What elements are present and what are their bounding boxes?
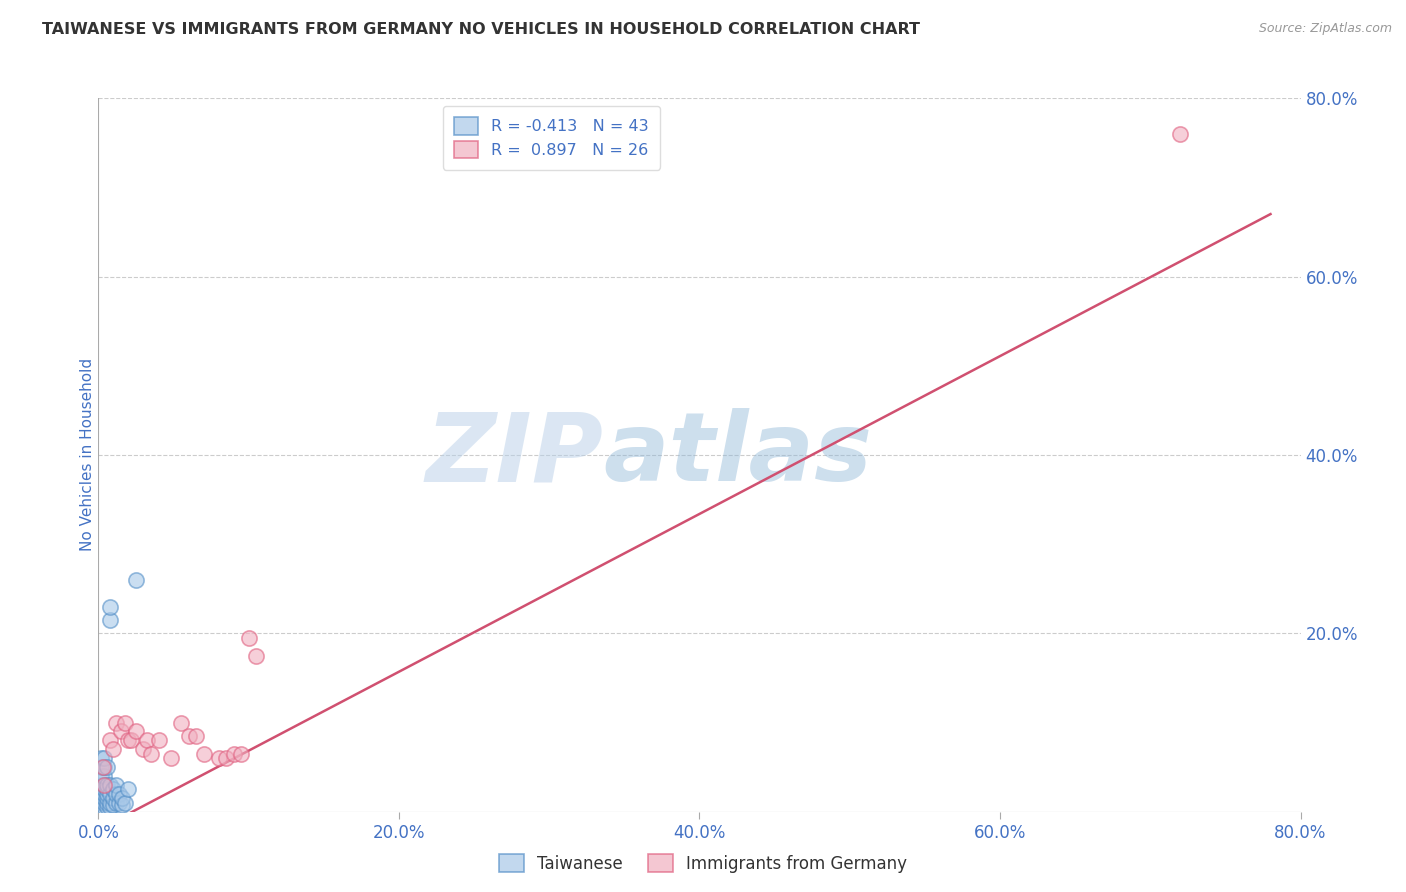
Point — [111, 791, 134, 805]
Point — [103, 797, 125, 812]
Point — [91, 760, 114, 774]
Point — [100, 778, 122, 792]
Point — [96, 791, 118, 805]
Point — [117, 782, 139, 797]
Point — [93, 800, 115, 814]
Point — [93, 791, 115, 805]
Point — [93, 778, 115, 792]
Point — [96, 778, 118, 792]
Text: ZIP: ZIP — [426, 409, 603, 501]
Point — [193, 747, 215, 761]
Point — [103, 742, 125, 756]
Point — [132, 742, 155, 756]
Point — [111, 797, 134, 812]
Point — [105, 778, 128, 792]
Point — [93, 769, 115, 783]
Point — [100, 796, 122, 810]
Point — [108, 796, 131, 810]
Point — [108, 787, 131, 801]
Point — [100, 733, 122, 747]
Point — [208, 751, 231, 765]
Point — [93, 751, 115, 765]
Point — [105, 715, 128, 730]
Point — [96, 800, 118, 814]
Point — [93, 796, 115, 810]
Text: TAIWANESE VS IMMIGRANTS FROM GERMANY NO VEHICLES IN HOUSEHOLD CORRELATION CHART: TAIWANESE VS IMMIGRANTS FROM GERMANY NO … — [42, 22, 920, 37]
Point — [222, 747, 245, 761]
Point — [114, 715, 136, 730]
Point — [105, 787, 128, 801]
Point — [1170, 127, 1192, 141]
Point — [245, 648, 267, 663]
Point — [93, 778, 115, 792]
Point — [148, 733, 170, 747]
Point — [125, 573, 148, 587]
Point — [135, 733, 157, 747]
Point — [103, 782, 125, 797]
Point — [117, 733, 139, 747]
Legend: Taiwanese, Immigrants from Germany: Taiwanese, Immigrants from Germany — [492, 847, 914, 880]
Point — [177, 729, 200, 743]
Point — [93, 760, 115, 774]
Point — [159, 751, 181, 765]
Legend: R = -0.413   N = 43, R =  0.897   N = 26: R = -0.413 N = 43, R = 0.897 N = 26 — [443, 106, 659, 169]
Point — [90, 787, 112, 801]
Point — [100, 613, 122, 627]
Point — [110, 724, 132, 739]
Point — [100, 599, 122, 614]
Point — [105, 796, 128, 810]
Point — [90, 760, 112, 774]
Point — [184, 729, 207, 743]
Text: atlas: atlas — [603, 409, 872, 501]
Point — [215, 751, 238, 765]
Point — [90, 778, 112, 792]
Point — [90, 769, 112, 783]
Point — [231, 747, 253, 761]
Point — [121, 733, 143, 747]
Point — [238, 631, 260, 645]
Point — [125, 724, 148, 739]
Point — [93, 787, 115, 801]
Point — [90, 791, 112, 805]
Point — [90, 782, 112, 797]
Point — [96, 782, 118, 797]
Point — [96, 760, 118, 774]
Point — [96, 796, 118, 810]
Point — [170, 715, 193, 730]
Point — [96, 787, 118, 801]
Point — [139, 747, 162, 761]
Text: Source: ZipAtlas.com: Source: ZipAtlas.com — [1258, 22, 1392, 36]
Point — [90, 796, 112, 810]
Point — [90, 751, 112, 765]
Point — [114, 796, 136, 810]
Point — [100, 800, 122, 814]
Point — [100, 787, 122, 801]
Y-axis label: No Vehicles in Household: No Vehicles in Household — [80, 359, 94, 551]
Point — [93, 782, 115, 797]
Point — [103, 791, 125, 805]
